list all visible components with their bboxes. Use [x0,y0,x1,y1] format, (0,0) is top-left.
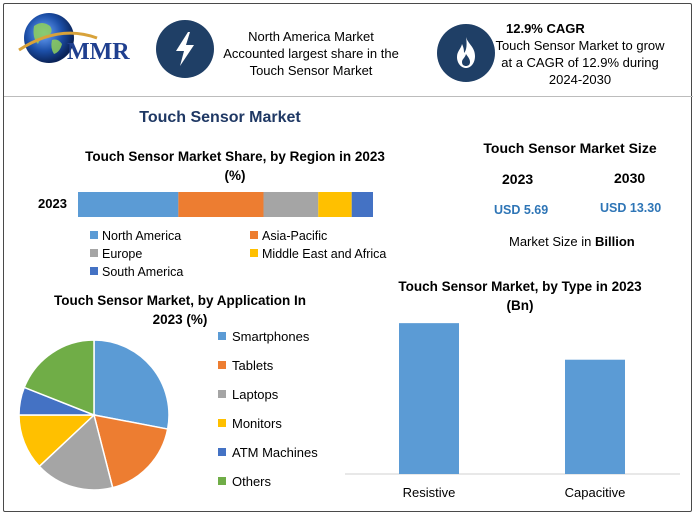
flame-badge [437,24,495,82]
application-chart-title: Touch Sensor Market, by Application In 2… [30,291,330,329]
legend-label: Tablets [232,358,274,373]
size-year-2023: 2023 [502,171,534,187]
legend-swatch [90,267,98,275]
application-legend-item-others: Others [218,473,271,491]
chart-title-line: (Bn) [506,298,534,313]
region-legend-item-europe: Europe [90,246,142,262]
mmr-logo: MMR [14,10,144,80]
pie-slice-tablets [92,414,169,489]
region-bar-segment-middle-east-and-africa [318,192,352,217]
highlight-line: North America Market [248,29,374,44]
legend-swatch [90,231,98,239]
legend-label: Others [232,474,272,489]
logo-text: MMR [67,39,130,65]
highlight-line: Touch Sensor Market to grow [495,38,665,53]
legend-swatch [250,231,258,239]
region-chart-title: Touch Sensor Market Share, by Region in … [60,147,410,185]
pie-slice-laptops [38,413,114,491]
legend-swatch [250,249,258,257]
flame-icon [457,37,475,68]
size-value-2023: USD 5.69 [494,203,549,217]
legend-label: North America [102,229,182,243]
application-legend-item-tablets: Tablets [218,357,273,375]
size-year-2030: 2030 [614,170,646,186]
application-legend-item-laptops: Laptops [218,386,278,404]
region-legend-item-middle-east-and-africa: Middle East and Africa [250,246,386,262]
highlight-cagr: 12.9% CAGR Touch Sensor Market to grow a… [490,20,670,88]
application-legend-item-smartphones: Smartphones [218,328,309,346]
highlight-line: at a CAGR of 12.9% during [501,55,659,70]
lightning-icon [176,32,194,66]
highlight-north-america: North America Market Accounted largest s… [216,28,406,79]
cagr-heading: 12.9% CAGR [506,21,585,36]
legend-swatch [218,419,226,427]
application-legend-item-atm-machines: ATM Machines [218,444,318,462]
x-tick-label-resistive: Resistive [402,485,456,500]
legend-label: Middle East and Africa [262,247,387,261]
market-size-title: Touch Sensor Market Size [483,140,657,156]
highlight-line: Accounted largest share in the [223,46,399,61]
legend-label: Asia-Pacific [262,229,328,243]
region-bar-segment-north-america [78,192,179,217]
region-legend-item-north-america: North America [90,228,181,244]
legend-label: Laptops [232,387,279,402]
region-legend-item-south-america: South America [90,264,183,280]
size-value-2030: USD 13.30 [600,201,662,215]
legend-label: Monitors [232,416,282,431]
legend-label: South America [102,265,184,279]
chart-title-line: 2023 (%) [152,312,208,327]
legend-label: Smartphones [232,329,310,344]
size-unit-prefix: Market Size in [509,234,595,249]
legend-label: ATM Machines [232,445,318,460]
chart-title-line: (%) [224,168,246,183]
legend-swatch [218,448,226,456]
type-bar-resistive [399,323,459,474]
region-bar-year-label: 2023 [38,196,67,211]
legend-swatch [218,477,226,485]
legend-swatch [90,249,98,257]
highlight-line: 2024-2030 [548,72,612,87]
highlight-line: Touch Sensor Market [249,63,373,78]
chart-title-line: Touch Sensor Market Share, by Region in … [85,149,385,164]
infographic-frame [3,3,692,512]
region-bar-segment-asia-pacific [178,192,264,217]
legend-swatch [218,332,226,340]
legend-label: Europe [102,247,143,261]
region-legend-item-asia-pacific: Asia-Pacific [250,228,327,244]
pie-slice-smartphones [93,339,170,430]
globe-logo-icon: MMR [18,13,130,65]
lightning-badge [156,20,214,78]
x-tick-label-capacitive: Capacitive [564,485,626,500]
header-divider [4,96,693,97]
type-bar-chart [345,323,680,475]
chart-title-line: Touch Sensor Market, by Application In [53,293,307,308]
type-chart-title: Touch Sensor Market, by Type in 2023 (Bn… [370,277,670,315]
size-unit-label: Market Size in Billion [509,234,635,249]
chart-title-line: Touch Sensor Market, by Type in 2023 [398,279,642,294]
size-unit-bold: Billion [594,234,635,249]
region-bar-segment-europe [263,192,319,217]
application-legend-item-monitors: Monitors [218,415,282,433]
region-stacked-bar [78,192,373,217]
region-bar-segment-south-america [351,192,373,217]
type-bar-capacitive [565,359,625,474]
legend-swatch [218,361,226,369]
pie-slice-others [23,339,95,417]
application-pie-chart [18,339,170,491]
legend-swatch [218,390,226,398]
page-title: Touch Sensor Market [139,109,301,126]
